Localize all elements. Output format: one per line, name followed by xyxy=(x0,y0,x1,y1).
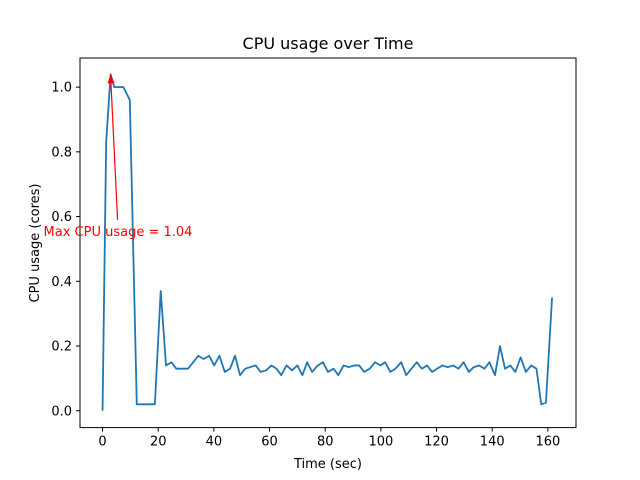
y-tick-label: 1.0 xyxy=(51,81,72,96)
x-tick-label: 80 xyxy=(317,435,334,450)
chart-title: CPU usage over Time xyxy=(243,34,414,53)
y-tick-label: 0.4 xyxy=(51,275,72,290)
y-tick-label: 0.0 xyxy=(51,404,72,419)
x-tick-label: 160 xyxy=(535,435,560,450)
y-axis-label: CPU usage (cores) xyxy=(28,184,43,303)
x-tick-label: 60 xyxy=(261,435,278,450)
x-axis-label: Time (sec) xyxy=(293,457,362,472)
x-tick-label: 100 xyxy=(368,435,393,450)
y-tick-label: 0.2 xyxy=(51,340,72,355)
annotation-arrowhead xyxy=(107,74,115,84)
series-line xyxy=(101,73,553,411)
y-tick-label: 0.8 xyxy=(51,145,72,160)
annotation-label: Max CPU usage = 1.04 xyxy=(44,225,193,240)
y-tick-label: 0.6 xyxy=(51,210,72,225)
x-tick-label: 0 xyxy=(98,435,106,450)
x-tick-label: 20 xyxy=(150,435,167,450)
plot-frame xyxy=(79,57,577,429)
x-tick-label: 140 xyxy=(480,435,505,450)
x-axis-ticks: 0 20 40 60 80 100 120 140 160 xyxy=(98,427,560,450)
x-tick-label: 120 xyxy=(424,435,449,450)
y-axis-ticks: 0.0 0.2 0.4 0.6 0.8 1.0 xyxy=(51,81,80,419)
plot-area xyxy=(101,73,553,411)
max-annotation: Max CPU usage = 1.04 xyxy=(44,74,193,240)
x-tick-label: 40 xyxy=(206,435,223,450)
annotation-arrow xyxy=(110,76,119,220)
